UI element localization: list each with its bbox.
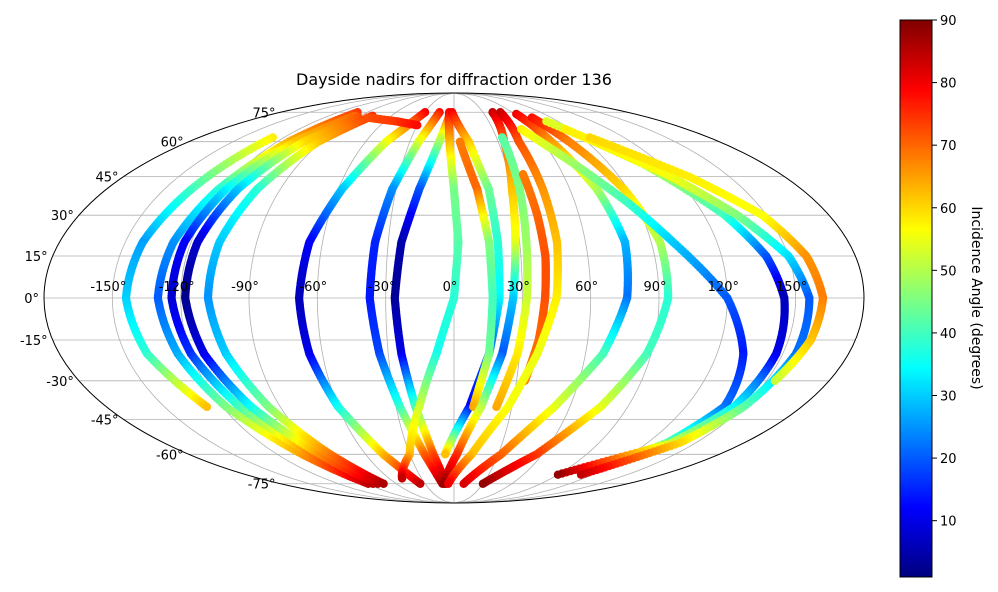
nadir-point xyxy=(478,479,488,488)
lat-tick-label: 0° xyxy=(24,292,39,307)
lon-tick-label: 120° xyxy=(708,280,739,295)
colorbar-tick-label: 20 xyxy=(940,452,957,467)
nadir-point xyxy=(440,450,450,459)
colorbar-label: Incidence Angle (degrees) xyxy=(968,206,984,389)
lon-tick-label: -120° xyxy=(159,280,195,295)
colorbar-tick-label: 90 xyxy=(940,14,957,29)
lat-tick-label: 30° xyxy=(51,209,74,224)
lon-tick-label: -90° xyxy=(231,280,259,295)
lon-tick-label: 150° xyxy=(776,280,807,295)
nadir-point xyxy=(444,479,453,488)
lon-tick-label: 0° xyxy=(443,280,458,295)
nadir-point xyxy=(553,470,563,479)
nadir-track xyxy=(203,111,388,488)
colorbar-tick-label: 10 xyxy=(940,515,957,530)
nadir-point xyxy=(397,474,407,483)
meridian-line xyxy=(453,93,797,503)
colorbar-ticks: 10 20 30 40 50 60 70 80 90 xyxy=(932,14,957,530)
lon-tick-label: -150° xyxy=(90,280,126,295)
lon-tick-label: -60° xyxy=(299,280,327,295)
nadir-track xyxy=(397,108,463,483)
nadir-track xyxy=(181,113,383,488)
colorbar-tick-label: 50 xyxy=(940,264,957,279)
lat-tick-label: -60° xyxy=(156,448,184,463)
lon-tick-label: 60° xyxy=(575,280,598,295)
colorbar-tick-label: 40 xyxy=(940,327,957,342)
colorbar-tick-label: 60 xyxy=(940,202,957,217)
nadir-point xyxy=(416,479,425,488)
colorbar: 10 20 30 40 50 60 70 80 90 Incidence Angle (degr… xyxy=(899,14,984,578)
colorbar-tick-label: 80 xyxy=(940,77,957,92)
meridian-line xyxy=(316,93,455,503)
nadir-point xyxy=(379,479,388,488)
meridian-line xyxy=(111,93,455,503)
lat-tick-label: -45° xyxy=(91,413,119,428)
lon-tick-label: 30° xyxy=(507,280,530,295)
lon-tick-label: 90° xyxy=(643,280,666,295)
nadir-track xyxy=(153,108,373,488)
lat-tick-label: -75° xyxy=(248,478,276,493)
lat-tick-label: 45° xyxy=(96,171,119,186)
lon-tick-label: -30° xyxy=(368,280,396,295)
colorbar-bar xyxy=(899,19,933,578)
lat-tick-label: 60° xyxy=(161,136,184,151)
nadir-point xyxy=(459,479,468,488)
lat-tick-label: 75° xyxy=(252,106,275,121)
lat-tick-label: -15° xyxy=(20,334,48,349)
lat-tick-label: -30° xyxy=(46,375,74,390)
nadir-point xyxy=(202,402,212,412)
nadir-tracks xyxy=(121,108,828,488)
nadir-point xyxy=(770,376,780,386)
colorbar-tick-label: 70 xyxy=(940,139,957,154)
lat-tick-label: 15° xyxy=(25,250,48,265)
meridian-line xyxy=(180,93,455,503)
colorbar-tick-label: 30 xyxy=(940,390,957,405)
chart-title: Dayside nadirs for diffraction order 136 xyxy=(296,70,612,89)
nadir-track xyxy=(294,108,430,488)
nadir-point xyxy=(492,402,501,412)
nadir-point xyxy=(576,470,586,479)
nadir-point xyxy=(413,120,422,130)
